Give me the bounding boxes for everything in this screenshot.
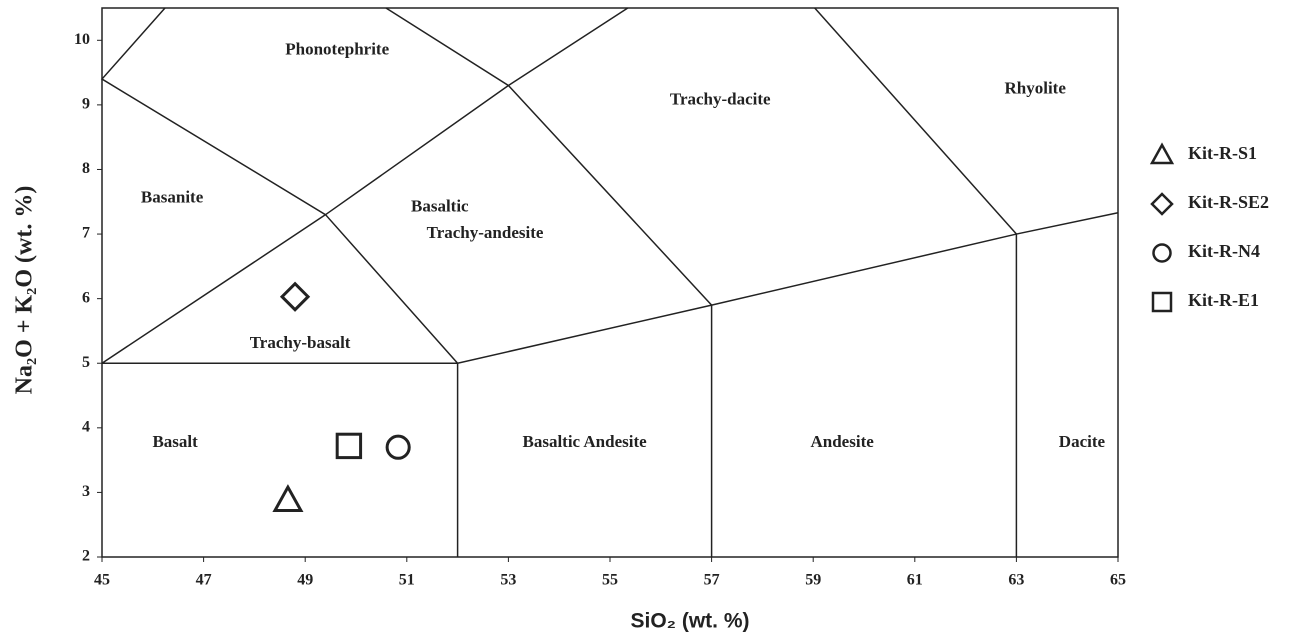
marker-triangle (272, 484, 304, 513)
x-tick-label: 63 (1008, 572, 1024, 589)
legend-label: Kit-R-SE2 (1188, 192, 1269, 212)
field-label: Basanite (141, 187, 204, 206)
y-tick-label: 2 (82, 548, 90, 565)
y-tick-label: 3 (82, 483, 90, 500)
legend-marker (1152, 243, 1172, 263)
y-tick-label: 9 (82, 96, 90, 113)
y-tick-label: 6 (82, 289, 90, 306)
field-label: Phonotephrite (285, 40, 389, 59)
y-tick-label: 8 (82, 160, 90, 177)
field-label: Basaltic (411, 196, 469, 215)
field-label: Trachy-basalt (250, 333, 351, 352)
legend-marker (1151, 291, 1173, 313)
legend-label: Kit-R-E1 (1188, 290, 1259, 310)
legend-marker (1149, 142, 1175, 165)
field-label: Basaltic Andesite (522, 432, 647, 451)
y-tick-label: 4 (82, 418, 90, 435)
legend-marker (1150, 192, 1174, 216)
x-tick-label: 61 (907, 572, 923, 589)
field-boundary (385, 7, 713, 306)
field-label: Trachy-dacite (670, 89, 771, 108)
x-tick-label: 47 (196, 572, 212, 589)
x-tick-label: 49 (297, 572, 313, 589)
field-label: Andesite (811, 432, 875, 451)
x-tick-label: 55 (602, 572, 618, 589)
legend-label: Kit-R-N4 (1188, 241, 1260, 261)
x-tick-label: 65 (1110, 572, 1126, 589)
field-label: Rhyolite (1005, 78, 1067, 97)
marker-circle (385, 434, 411, 460)
x-tick-label: 45 (94, 572, 110, 589)
field-boundary (814, 7, 1017, 235)
y-tick-label: 10 (74, 31, 90, 48)
y-tick-label: 5 (82, 354, 90, 371)
x-tick-label: 59 (805, 572, 821, 589)
field-boundary (101, 7, 629, 364)
marker-square (335, 432, 363, 460)
x-axis-title: SiO₂ (wt. %) (631, 610, 750, 633)
marker-diamond (279, 281, 311, 312)
field-label: Dacite (1059, 432, 1106, 451)
field-label: Basalt (152, 432, 198, 451)
y-axis-title: Na₂O + K₂O (wt. %) (12, 186, 38, 395)
field-label: Trachy-andesite (427, 223, 544, 242)
plot-frame (101, 7, 1119, 558)
legend-label: Kit-R-S1 (1188, 143, 1257, 163)
y-tick-label: 7 (82, 225, 90, 242)
x-tick-label: 57 (704, 572, 720, 589)
field-boundary (100, 7, 459, 364)
x-tick-label: 51 (399, 572, 415, 589)
x-tick-label: 53 (500, 572, 516, 589)
